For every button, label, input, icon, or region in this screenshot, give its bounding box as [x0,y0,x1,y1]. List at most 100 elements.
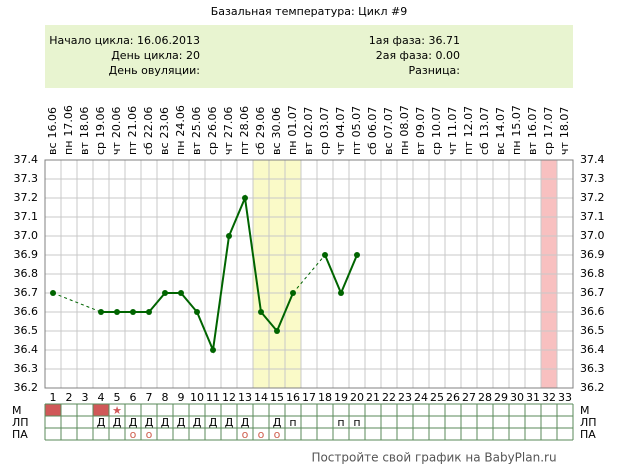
y-tick-label-right: 36.6 [580,305,605,318]
date-label: сб 13.07 [478,107,491,155]
cell-text: о [274,428,281,441]
y-tick-label-right: 37.0 [580,229,605,242]
weekday: чт [446,142,459,155]
cell-text: о [146,428,153,441]
x-tick-label: 1 [50,391,57,404]
date-label: вс 14.07 [494,107,507,155]
row-label: ЛП [12,416,29,429]
x-tick-label: 5 [114,391,121,404]
weekday: сб [366,142,379,155]
weekday: вт [414,142,427,155]
y-tick-label: 36.5 [14,324,39,337]
date: 16.06 [46,107,59,139]
weekday: вс [158,142,171,155]
cell-text: Д [161,416,170,429]
date-label: чт 04.07 [334,107,347,155]
cell-text: Д [241,416,250,429]
weekday: пт [238,141,251,155]
plot-border [44,159,574,389]
date-label: чт 18.07 [558,107,571,155]
cell-text: п [337,416,344,429]
date-label: чт 27.06 [222,107,235,155]
x-tick-label: 29 [494,391,508,404]
weekday: ср [206,142,219,155]
data-point [338,290,344,296]
x-tick-label: 18 [318,391,332,404]
y-tick-label-right: 36.3 [580,362,605,375]
cell-text: п [353,416,360,429]
cell-text: о [258,428,265,441]
y-tick-label: 36.2 [14,381,39,394]
date-label: вт 18.06 [78,107,91,155]
x-tick-label: 7 [146,391,153,404]
cell-text: о [242,428,249,441]
date-label: вс 23.06 [158,107,171,155]
x-tick-label: 33 [558,391,572,404]
date-label: ср 03.07 [318,106,331,155]
x-tick-label: 26 [446,391,460,404]
date: 18.06 [78,107,91,139]
x-tick-label: 14 [254,391,268,404]
y-tick-label-right: 36.9 [580,248,605,261]
weekday: вс [494,142,507,155]
info-text: Начало цикла: 16.06.2013 [49,34,200,47]
weekday: пт [126,141,139,155]
date-label: пт 05.07 [350,106,363,155]
y-tick-label-right: 36.8 [580,267,605,280]
x-tick-label: 8 [162,391,169,404]
date: 10.07 [430,106,443,138]
data-point [114,309,120,315]
data-point [98,309,104,315]
date: 24.06 [174,105,187,137]
data-point [226,233,232,239]
date: 13.07 [478,107,491,139]
date: 11.07 [446,107,459,139]
date: 29.06 [254,107,267,139]
data-point [178,290,184,296]
y-tick-label: 36.9 [14,248,39,261]
weekday: чт [334,142,347,155]
x-tick-label: 2 [66,391,73,404]
x-tick-label: 32 [542,391,556,404]
date-label: чт 20.06 [110,107,123,155]
x-tick-label: 17 [302,391,316,404]
weekday: вс [270,142,283,155]
weekday: сб [478,142,491,155]
y-tick-label: 37.1 [14,210,39,223]
weekday: чт [558,142,571,155]
date: 30.06 [270,107,283,139]
y-tick-label: 37.4 [14,153,39,166]
x-tick-label: 27 [462,391,476,404]
x-tick-label: 10 [190,391,204,404]
date: 09.07 [414,107,427,139]
weekday: вт [190,142,203,155]
weekday: вт [302,142,315,155]
cell-text: Д [145,416,154,429]
x-tick-label: 24 [414,391,428,404]
data-point [50,290,56,296]
x-tick-label: 28 [478,391,492,404]
date: 16.07 [526,107,539,139]
y-tick-label: 36.6 [14,305,39,318]
x-tick-label: 19 [334,391,348,404]
date: 17.06 [62,105,75,137]
date: 08.07 [398,105,411,137]
cell-text: Д [113,416,122,429]
row-label: М [12,404,22,417]
x-tick-label: 3 [82,391,89,404]
x-tick-label: 13 [238,391,252,404]
y-tick-label-right: 37.1 [580,210,605,223]
weekday: пн [174,141,187,155]
date: 07.07 [382,107,395,139]
info-text: День цикла: 20 [111,49,200,62]
date: 14.07 [494,107,507,139]
date: 05.07 [350,106,363,138]
info-text: 2ая фаза: 0.00 [376,49,460,62]
date-label: ср 17.07 [542,106,555,155]
x-tick-label: 15 [270,391,284,404]
cell-text: ★ [112,404,122,417]
date-label: пт 12.07 [462,106,475,155]
info-text: Разница: [409,64,461,77]
filled-cell [93,404,109,416]
weekday: ср [430,142,443,155]
